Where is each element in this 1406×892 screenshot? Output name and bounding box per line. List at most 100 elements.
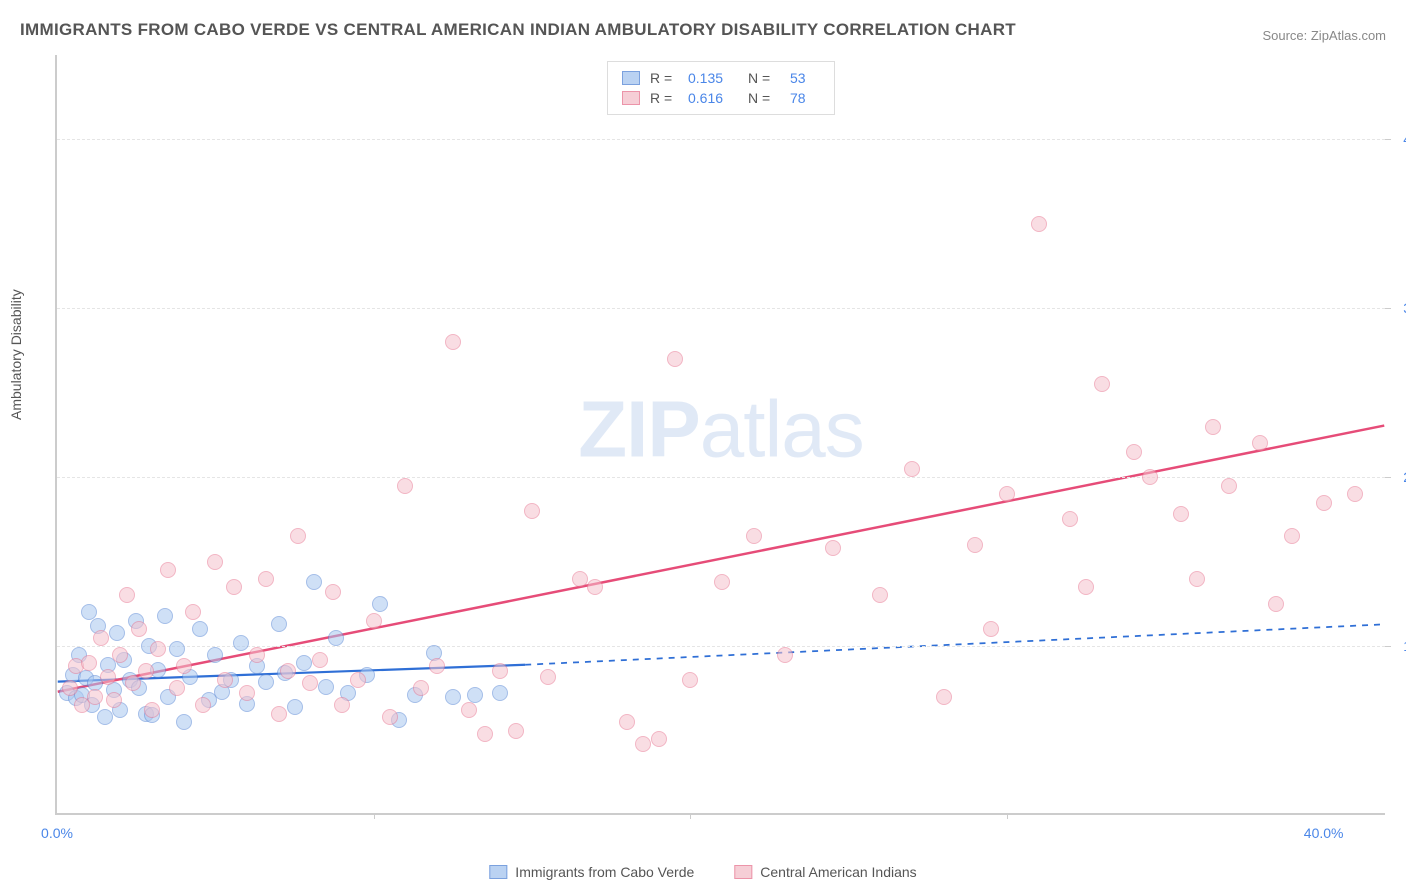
data-point — [192, 621, 208, 637]
source-label: Source: ZipAtlas.com — [1262, 28, 1386, 43]
legend-swatch — [622, 71, 640, 85]
data-point — [429, 658, 445, 674]
data-point — [296, 655, 312, 671]
data-point — [271, 706, 287, 722]
legend-r-value: 0.135 — [688, 70, 738, 86]
data-point — [176, 714, 192, 730]
legend-row: R =0.616N =78 — [622, 88, 820, 108]
data-point — [350, 672, 366, 688]
data-point — [290, 528, 306, 544]
y-axis-label: Ambulatory Disability — [8, 289, 24, 420]
x-tick-label: 40.0% — [1304, 825, 1344, 841]
data-point — [280, 663, 296, 679]
data-point — [271, 616, 287, 632]
legend-r-label: R = — [650, 70, 678, 86]
data-point — [258, 571, 274, 587]
x-tick-mark — [374, 813, 375, 819]
trend-lines — [57, 55, 1385, 813]
data-point — [492, 663, 508, 679]
gridline-h — [57, 477, 1385, 478]
legend-item: Immigrants from Cabo Verde — [489, 864, 694, 880]
data-point — [144, 702, 160, 718]
data-point — [587, 579, 603, 595]
data-point — [93, 630, 109, 646]
gridline-h — [57, 139, 1385, 140]
data-point — [667, 351, 683, 367]
data-point — [397, 478, 413, 494]
data-point — [119, 587, 135, 603]
legend-swatch — [489, 865, 507, 879]
data-point — [445, 689, 461, 705]
data-point — [1078, 579, 1094, 595]
data-point — [1062, 511, 1078, 527]
legend-row: R = 0.135 N = 53 — [622, 68, 820, 88]
data-point — [872, 587, 888, 603]
data-point — [195, 697, 211, 713]
legend-n-label: N = — [748, 90, 780, 106]
data-point — [169, 680, 185, 696]
data-point — [524, 503, 540, 519]
data-point — [372, 596, 388, 612]
data-point — [1031, 216, 1047, 232]
gridline-h — [57, 308, 1385, 309]
data-point — [217, 672, 233, 688]
data-point — [1205, 419, 1221, 435]
data-point — [249, 647, 265, 663]
legend-r-label: R = — [650, 90, 678, 106]
data-point — [572, 571, 588, 587]
data-point — [714, 574, 730, 590]
data-point — [651, 731, 667, 747]
legend-swatch — [622, 91, 640, 105]
data-point — [1126, 444, 1142, 460]
data-point — [1284, 528, 1300, 544]
data-point — [62, 680, 78, 696]
data-point — [87, 689, 103, 705]
data-point — [1173, 506, 1189, 522]
data-point — [334, 697, 350, 713]
data-point — [1268, 596, 1284, 612]
data-point — [746, 528, 762, 544]
data-point — [999, 486, 1015, 502]
data-point — [160, 562, 176, 578]
data-point — [936, 689, 952, 705]
correlation-legend: R =0.135N =53R =0.616N =78 — [607, 61, 835, 115]
data-point — [306, 574, 322, 590]
data-point — [461, 702, 477, 718]
data-point — [239, 685, 255, 701]
data-point — [109, 625, 125, 641]
legend-swatch — [734, 865, 752, 879]
data-point — [312, 652, 328, 668]
data-point — [635, 736, 651, 752]
data-point — [157, 608, 173, 624]
data-point — [328, 630, 344, 646]
legend-n-label: N = — [748, 70, 780, 86]
legend-series-name: Immigrants from Cabo Verde — [515, 864, 694, 880]
legend-series-name: Central American Indians — [760, 864, 916, 880]
data-point — [207, 554, 223, 570]
data-point — [169, 641, 185, 657]
data-point — [382, 709, 398, 725]
data-point — [150, 641, 166, 657]
data-point — [1221, 478, 1237, 494]
data-point — [366, 613, 382, 629]
trend-line-dashed — [525, 624, 1384, 664]
x-tick-mark — [1007, 813, 1008, 819]
data-point — [1252, 435, 1268, 451]
chart-title: IMMIGRANTS FROM CABO VERDE VS CENTRAL AM… — [20, 20, 1016, 40]
data-point — [492, 685, 508, 701]
data-point — [97, 709, 113, 725]
legend-n-value: 78 — [790, 90, 820, 106]
plot-area: ZIPatlas R =0.135N =53R =0.616N =78 10.0… — [55, 55, 1385, 815]
data-point — [100, 669, 116, 685]
data-point — [112, 647, 128, 663]
data-point — [226, 579, 242, 595]
legend-n-value: 53 — [790, 70, 820, 86]
data-point — [477, 726, 493, 742]
data-point — [106, 692, 122, 708]
data-point — [1316, 495, 1332, 511]
data-point — [81, 655, 97, 671]
data-point — [825, 540, 841, 556]
data-point — [777, 647, 793, 663]
data-point — [467, 687, 483, 703]
series-legend: Immigrants from Cabo Verde Central Americ… — [489, 864, 916, 880]
